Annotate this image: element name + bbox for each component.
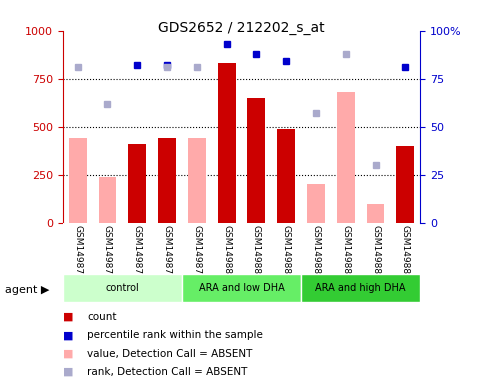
Text: GDS2652 / 212202_s_at: GDS2652 / 212202_s_at: [158, 21, 325, 35]
Bar: [397, 146, 414, 223]
Text: ■: ■: [63, 330, 73, 340]
Text: percentile rank within the sample: percentile rank within the sample: [87, 330, 263, 340]
Bar: [182, 274, 301, 302]
Bar: [69, 138, 86, 223]
Text: GSM149878: GSM149878: [163, 225, 171, 280]
Bar: [158, 138, 176, 223]
Bar: [277, 129, 295, 223]
Text: count: count: [87, 312, 116, 322]
Text: GSM149881: GSM149881: [252, 225, 261, 280]
Text: GSM149879: GSM149879: [192, 225, 201, 280]
Text: GSM149880: GSM149880: [222, 225, 231, 280]
Bar: [307, 184, 325, 223]
Bar: [337, 92, 355, 223]
Text: GSM149875: GSM149875: [73, 225, 82, 280]
Bar: [218, 63, 236, 223]
Text: control: control: [105, 283, 139, 293]
Text: ■: ■: [63, 312, 73, 322]
Text: GSM149883: GSM149883: [312, 225, 320, 280]
Bar: [367, 204, 384, 223]
Bar: [301, 274, 420, 302]
Text: GSM149877: GSM149877: [133, 225, 142, 280]
Text: value, Detection Call = ABSENT: value, Detection Call = ABSENT: [87, 349, 252, 359]
Bar: [99, 177, 116, 223]
Text: GSM149886: GSM149886: [401, 225, 410, 280]
Text: GSM149884: GSM149884: [341, 225, 350, 280]
Bar: [247, 98, 265, 223]
Text: rank, Detection Call = ABSENT: rank, Detection Call = ABSENT: [87, 367, 247, 377]
Text: ■: ■: [63, 349, 73, 359]
Bar: [188, 138, 206, 223]
Bar: [128, 144, 146, 223]
Bar: [63, 274, 182, 302]
Text: agent ▶: agent ▶: [5, 285, 49, 295]
Text: ARA and low DHA: ARA and low DHA: [199, 283, 284, 293]
Text: ■: ■: [63, 367, 73, 377]
Text: GSM149876: GSM149876: [103, 225, 112, 280]
Text: ARA and high DHA: ARA and high DHA: [315, 283, 406, 293]
Text: GSM149885: GSM149885: [371, 225, 380, 280]
Text: GSM149882: GSM149882: [282, 225, 291, 280]
